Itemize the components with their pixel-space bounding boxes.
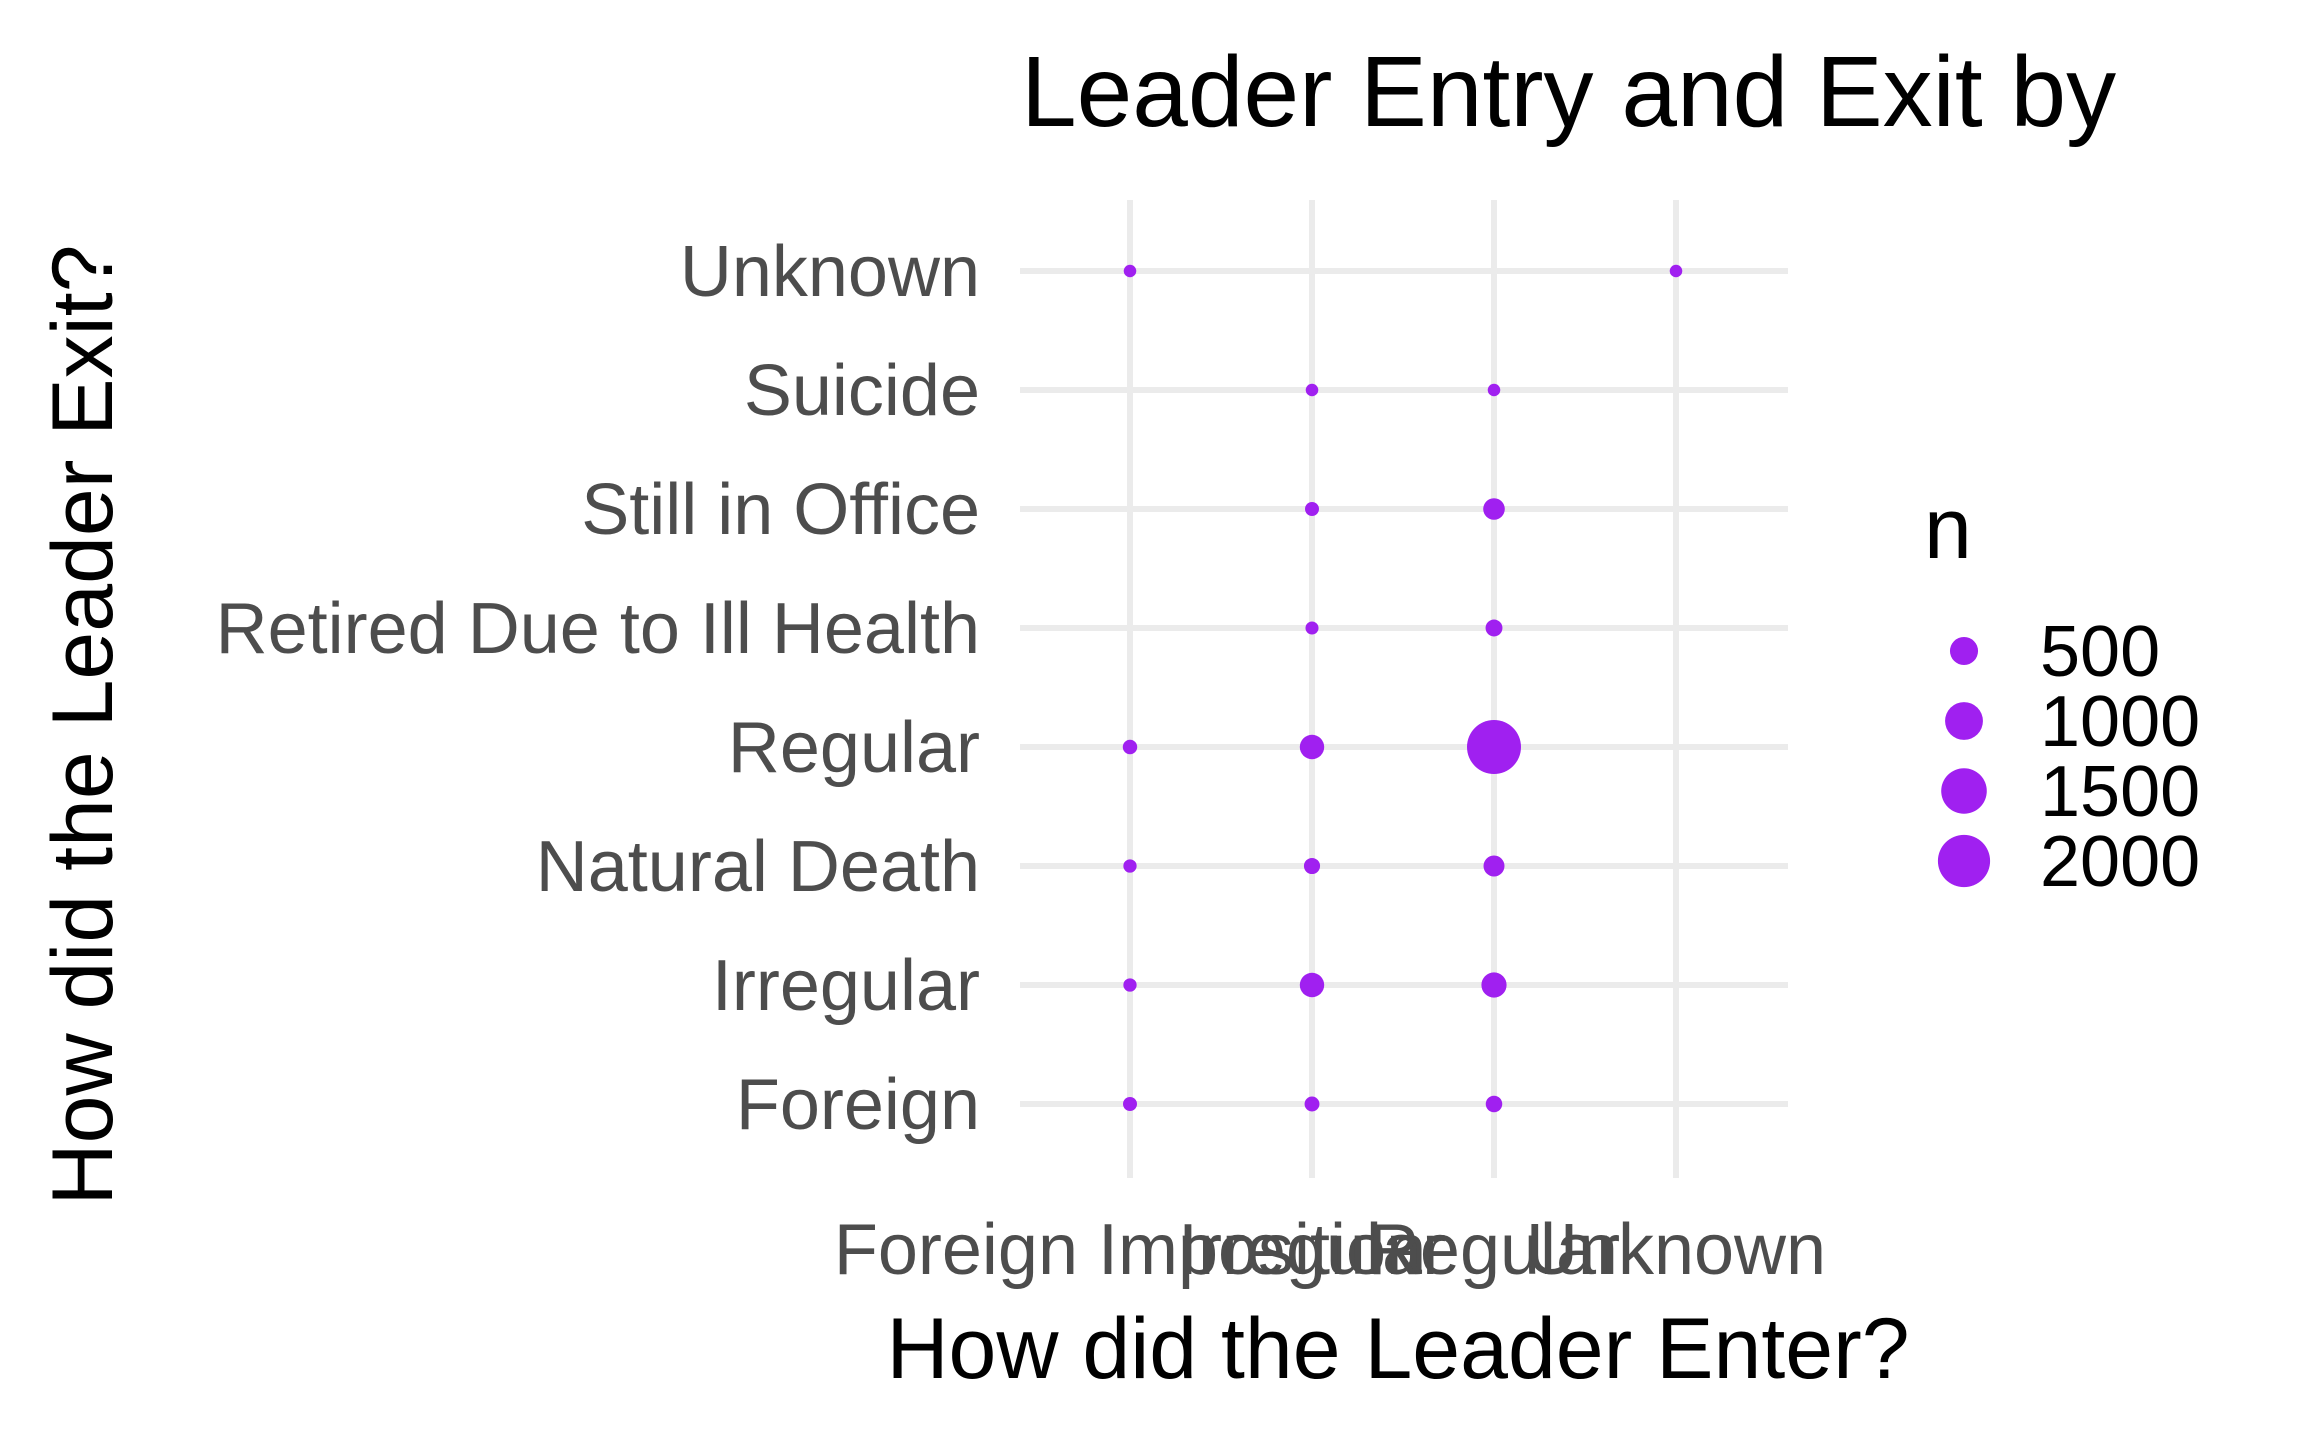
point-unknown-unknown <box>1669 264 1683 278</box>
data-points <box>1122 264 1683 1113</box>
y-tick-label-regular: Regular <box>728 708 980 788</box>
legend-key-2000 <box>1937 834 1991 888</box>
point-foreign-imposition-unknown <box>1123 264 1137 278</box>
point-foreign-imposition-regular <box>1122 739 1138 755</box>
point-regular-irregular <box>1481 972 1507 998</box>
y-tick-label-natural-death: Natural Death <box>536 827 980 907</box>
point-irregular-retired-due-to-ill-health <box>1305 621 1319 635</box>
legend-label-1000: 1000 <box>2040 682 2200 762</box>
point-foreign-imposition-natural-death <box>1123 859 1137 873</box>
legend-key-1000 <box>1945 702 1983 740</box>
point-regular-retired-due-to-ill-health <box>1485 619 1503 637</box>
x-tick-label-unknown: Unknown <box>1526 1210 1826 1290</box>
point-irregular-still-in-office <box>1305 502 1319 516</box>
y-axis-title: How did the Leader Exit? <box>35 245 131 1206</box>
x-tick-label-irregular: Irregular <box>1178 1210 1446 1290</box>
chart-title: Leader Entry and Exit by <box>1021 36 2116 148</box>
y-tick-label-unknown: Unknown <box>680 232 980 312</box>
legend-label-500: 500 <box>2040 612 2160 692</box>
x-axis-title: How did the Leader Enter? <box>886 1301 1909 1397</box>
point-regular-regular <box>1467 720 1521 774</box>
y-tick-label-retired-due-to-ill-health: Retired Due to Ill Health <box>216 589 980 669</box>
point-irregular-suicide <box>1305 383 1319 397</box>
x-tick-label-regular: Regular <box>1368 1210 1620 1290</box>
legend-key-500 <box>1949 636 1979 666</box>
y-axis-tick-labels: Foreign Irregular Natural Death Regular Reti… <box>216 232 980 1145</box>
point-regular-natural-death <box>1483 855 1505 877</box>
grid-lines <box>1020 200 1788 1178</box>
legend-key-1500 <box>1941 768 1987 814</box>
y-tick-label-still-in-office: Still in Office <box>581 470 980 550</box>
point-regular-foreign <box>1485 1095 1503 1113</box>
y-tick-label-irregular: Irregular <box>712 946 980 1026</box>
x-axis-tick-labels: Foreign ImpositionIrregularRegularUnknow… <box>834 1210 1826 1290</box>
point-foreign-imposition-irregular <box>1123 978 1137 992</box>
point-irregular-irregular <box>1299 972 1325 998</box>
y-tick-label-suicide: Suicide <box>744 351 980 431</box>
legend-label-1500: 1500 <box>2040 752 2200 832</box>
point-irregular-foreign <box>1304 1096 1320 1112</box>
y-tick-label-foreign: Foreign <box>736 1065 980 1145</box>
legend-title: n <box>1924 481 1972 577</box>
x-tick-label-foreign-imposition: Foreign Imposition <box>834 1210 1426 1290</box>
legend-label-2000: 2000 <box>2040 822 2200 902</box>
point-irregular-regular <box>1299 734 1325 760</box>
point-irregular-natural-death <box>1303 857 1321 875</box>
point-regular-still-in-office <box>1483 498 1505 520</box>
point-regular-suicide <box>1487 383 1501 397</box>
point-foreign-imposition-foreign <box>1123 1097 1137 1111</box>
